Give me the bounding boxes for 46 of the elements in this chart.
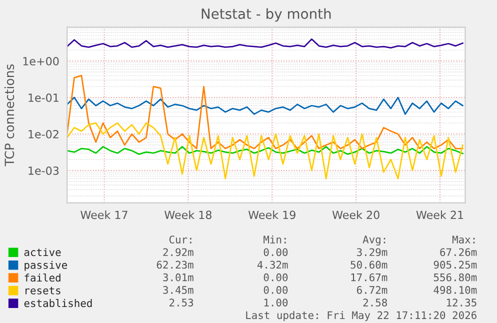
text: 6.72m [356, 286, 388, 294]
text: Min: [264, 235, 286, 244]
text: Avg: [362, 236, 386, 246]
legend-label: active [24, 248, 61, 256]
text: 905.25m [434, 260, 477, 269]
text: 1.00 [264, 298, 288, 306]
text: 3.29m [357, 248, 388, 256]
x-tick-label: Week 21 [416, 210, 464, 220]
text: 17.67m [351, 273, 388, 282]
text: 12.35 [447, 298, 476, 306]
line-series [67, 96, 464, 115]
y-tick-label: 1e-01 [28, 94, 58, 102]
text: 2.58 [363, 298, 387, 306]
y-tick-label: 1e-02 [28, 130, 58, 138]
text: 0.00 [264, 248, 288, 256]
y-tick-label: 1e+00 [23, 57, 59, 66]
x-tick-label: Week 18 [164, 210, 212, 220]
legend-label: failed [24, 274, 60, 282]
legend-label: resets [26, 286, 60, 294]
legend-label: passive [24, 260, 68, 271]
line-series [67, 122, 464, 180]
text: 0.00 [264, 273, 288, 282]
x-tick-label: Week 20 [332, 210, 380, 220]
line-series [67, 74, 464, 150]
text: 3.01m [163, 273, 194, 282]
text: 3.45m [163, 286, 194, 294]
text: 556.80m [434, 273, 477, 282]
text: 50.60m [350, 260, 388, 269]
text: 4.32m [257, 260, 288, 269]
text: Max: [452, 236, 475, 244]
line-series [67, 38, 464, 49]
x-tick-label: Week 17 [80, 210, 128, 220]
y-axis-title: TCP connections [4, 64, 14, 166]
text: 2.53 [170, 298, 194, 306]
y-tick-label: 1e-03 [28, 166, 59, 175]
text: 2.92m [163, 248, 194, 256]
text: 62.23m [156, 260, 194, 269]
x-tick-label: Week 19 [248, 210, 296, 220]
text: Cur: [169, 236, 192, 244]
text: 0.00 [264, 286, 288, 294]
text: 498.10m [434, 286, 477, 294]
chart-title: Netstat - by month [202, 8, 331, 22]
line-series [67, 146, 464, 155]
text: 67.26m [440, 248, 477, 256]
text: Last update: Fri May 22 17:11:20 2026 [246, 311, 476, 322]
legend-label: established [24, 298, 92, 308]
